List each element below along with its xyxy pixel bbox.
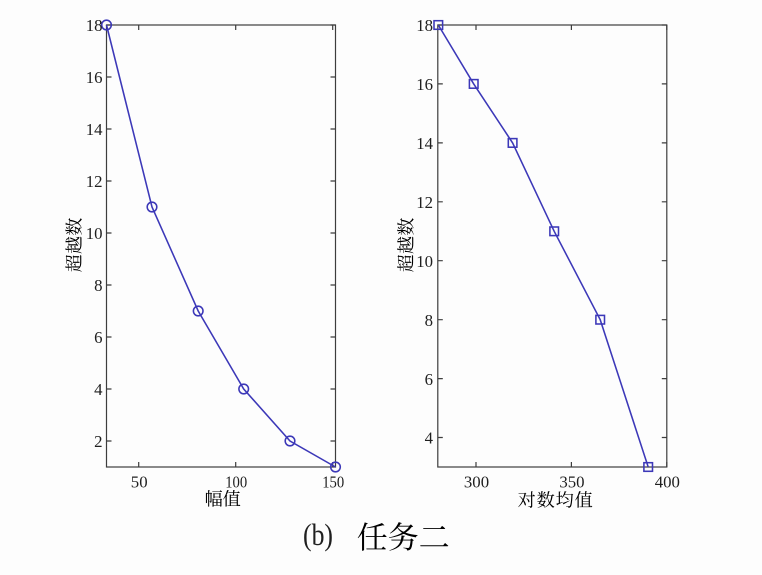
- svg-text:2: 2: [94, 432, 102, 451]
- svg-text:16: 16: [416, 75, 433, 94]
- svg-text:8: 8: [94, 276, 102, 295]
- svg-text:12: 12: [416, 193, 433, 212]
- svg-text:18: 18: [416, 16, 433, 35]
- svg-text:6: 6: [94, 328, 102, 347]
- svg-text:400: 400: [655, 472, 680, 491]
- svg-text:12: 12: [86, 172, 103, 191]
- svg-text:150: 150: [322, 472, 344, 491]
- svg-text:6: 6: [425, 370, 433, 389]
- svg-text:18: 18: [86, 16, 103, 35]
- svg-text:350: 350: [559, 472, 584, 491]
- svg-text:14: 14: [416, 134, 433, 153]
- svg-text:4: 4: [94, 380, 103, 399]
- svg-text:14: 14: [86, 120, 103, 139]
- svg-text:100: 100: [225, 472, 247, 491]
- svg-text:4: 4: [425, 429, 434, 448]
- svg-text:(b): (b): [303, 517, 333, 552]
- svg-text:8: 8: [425, 311, 433, 330]
- svg-text:300: 300: [464, 472, 489, 491]
- svg-text:16: 16: [86, 68, 103, 87]
- svg-text:10: 10: [416, 252, 433, 271]
- svg-text:50: 50: [131, 472, 148, 491]
- svg-text:10: 10: [86, 224, 103, 243]
